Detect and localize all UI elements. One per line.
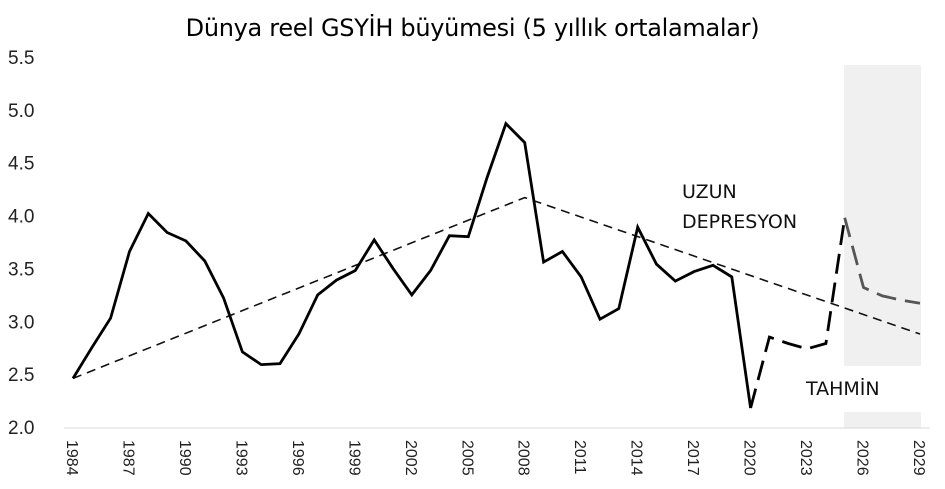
x-tick-label: 2002 — [402, 440, 419, 476]
x-tick-label: 1993 — [232, 440, 249, 476]
x-tick-label: 2011 — [571, 440, 588, 475]
y-tick-label: 4.0 — [8, 207, 34, 228]
x-tick-label: 2020 — [741, 440, 758, 476]
y-tick-label: 2.5 — [8, 365, 34, 386]
x-axis-ticks: 1984 1987 1990 1993 1996 1999 2002 2005 2008 2011… — [63, 440, 927, 476]
x-tick-label: 2026 — [854, 440, 871, 476]
annotation-tahmin: TAHMİN — [805, 377, 880, 400]
y-axis-ticks: 2.0 2.5 3.0 3.5 4.0 4.5 5.0 5.5 — [8, 48, 34, 439]
x-tick-label: 1984 — [63, 440, 80, 476]
trend-line — [72, 196, 921, 380]
forecast-line — [843, 217, 921, 305]
x-tick-label: 1987 — [119, 440, 136, 476]
annotation-depresyon: DEPRESYON — [682, 211, 797, 233]
x-tick-label: 1990 — [176, 440, 193, 476]
y-tick-label: 3.0 — [8, 312, 34, 333]
annotation-uzun: UZUN — [682, 181, 737, 203]
y-tick-label: 3.5 — [8, 259, 34, 280]
y-tick-label: 4.5 — [8, 154, 34, 175]
y-tick-label: 5.5 — [8, 48, 34, 69]
x-tick-label: 2008 — [515, 440, 532, 476]
chart-title: Dünya reel GSYİH büyümesi (5 yıllık orta… — [185, 14, 760, 42]
x-tick-label: 1999 — [345, 440, 362, 476]
x-tick-label: 2014 — [628, 440, 645, 476]
recent-estimate-line — [749, 217, 847, 409]
actual-growth-line — [71, 121, 752, 409]
forecast-band-upper — [844, 65, 921, 366]
x-tick-label: 2029 — [910, 440, 927, 476]
x-tick-label: 2005 — [458, 440, 475, 476]
x-tick-label: 2023 — [797, 440, 814, 476]
x-tick-label: 2017 — [684, 440, 701, 476]
x-tick-label: 1996 — [289, 440, 306, 476]
y-tick-label: 2.0 — [8, 418, 34, 439]
y-tick-label: 5.0 — [8, 101, 34, 122]
forecast-band-lower — [844, 412, 921, 428]
